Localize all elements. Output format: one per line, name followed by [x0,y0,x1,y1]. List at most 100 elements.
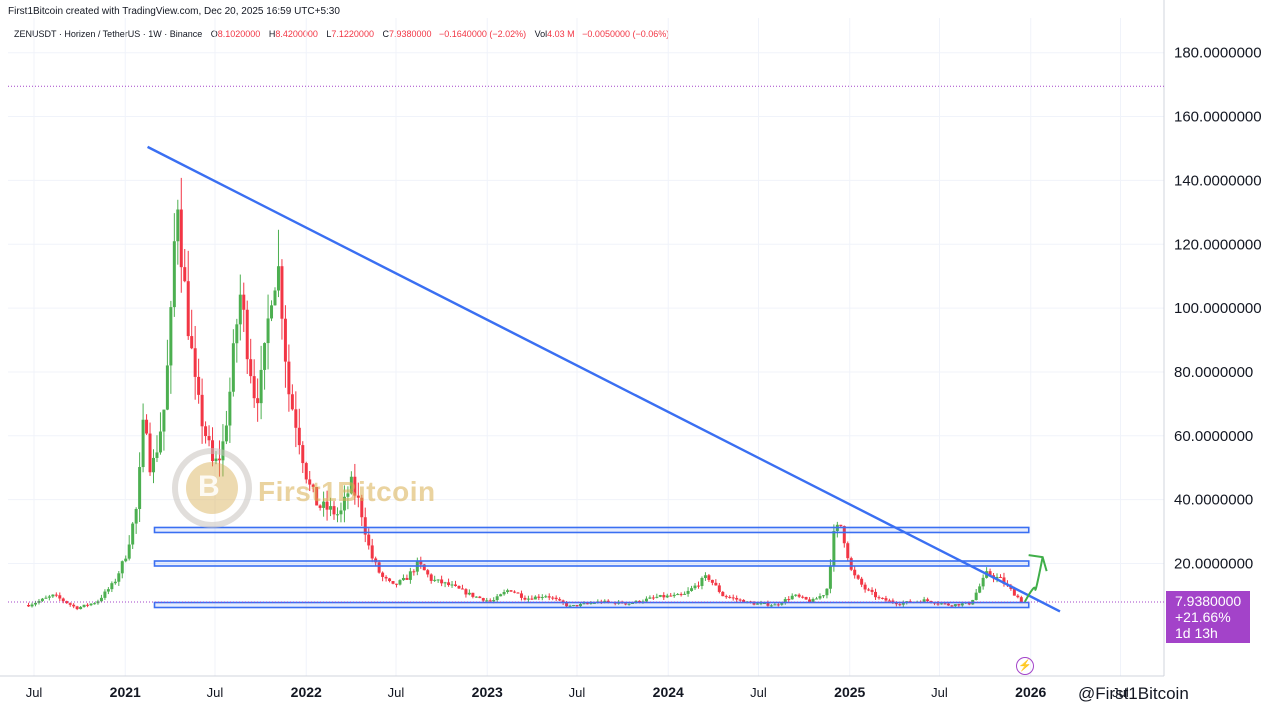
candle-body [804,597,808,600]
candle-body [412,571,416,573]
candle-body [68,603,72,605]
projection-arrow [1023,556,1044,603]
candle-body [370,545,374,559]
candle-body [974,592,978,600]
candle-body [794,594,798,596]
candle-body [808,599,812,603]
candle-body [981,577,985,587]
candle-body [818,596,822,599]
candle-body [131,523,135,545]
candle-body [939,603,943,605]
candle-body [780,603,784,605]
candle-body [242,294,246,310]
watermark-logo: B [186,462,238,514]
x-axis-label: 2022 [291,684,322,700]
resistance-zone-2 [153,560,1030,567]
x-axis-label: Jul [750,685,767,700]
candle-body [249,359,253,377]
candle-body [568,605,572,607]
candle-body [721,591,725,597]
legend-row: ZENUSDT · Horizen / TetherUS · 1W · Bina… [14,29,669,39]
candle-body [103,591,107,598]
candle-body [197,376,201,395]
candle-body [117,573,121,582]
candle-body [325,501,329,510]
candle-body [998,576,1002,578]
candle-body [224,425,228,442]
candle-body [821,595,825,597]
candle-body [86,604,90,606]
candle-body [717,585,721,592]
candle-body [988,571,992,576]
candle-body [592,602,596,604]
candle-body [422,564,426,571]
candle-body [329,506,333,510]
candle-body [474,596,478,598]
candle-body [235,324,239,344]
candle-body [290,394,294,410]
y-axis-label: 120.0000000 [1174,236,1262,253]
candle-body [558,599,562,601]
candle-body [287,361,291,395]
open-value: 8.1020000 [217,29,261,39]
candle-body [79,606,83,610]
y-axis-label: 80.0000000 [1174,364,1253,381]
resistance-zone-1 [153,526,1030,534]
candle-body [96,601,100,604]
candle-body [509,590,513,592]
candle-body [700,577,704,586]
y-axis-label: 140.0000000 [1174,172,1262,189]
candle-body [460,588,464,590]
candle-body [82,604,86,607]
symbol-label[interactable]: ZENUSDT · Horizen / TetherUS · 1W · Bina… [14,29,203,39]
x-axis-label: Jul [207,685,224,700]
candle-body [318,505,322,508]
candle-body [436,579,440,581]
candle-body [589,603,593,605]
candle-body [457,585,461,589]
candle-body [471,592,475,597]
change-value: −0.1640000 (−2.02%) [439,29,527,39]
candle-body [863,584,867,590]
lightning-icon[interactable]: ⚡ [1016,657,1034,675]
candle-body [381,572,385,577]
candle-body [99,597,103,602]
candle-body [405,577,409,580]
candle-body [72,604,76,607]
candle-body [735,597,739,600]
candle-body [332,506,336,515]
low-label: L [326,29,332,39]
candle-body [790,595,794,600]
candle-body [752,602,756,605]
x-axis-label: 2024 [653,684,684,700]
candle-body [513,591,517,593]
candle-body [294,409,298,428]
last-price: 7.9380000 [1175,593,1242,609]
high-label: H [268,29,276,39]
candle-body [946,603,950,606]
candle-body [356,495,360,498]
candle-body [648,597,652,599]
candle-body [922,599,926,603]
candle-body [551,597,555,599]
candle-body [158,431,162,453]
candle-body [884,598,888,601]
candle-body [801,596,805,598]
candle-body [391,581,395,584]
candle-body [308,479,312,485]
candle-body [231,343,235,392]
candle-body [467,592,471,595]
y-axis-label: 60.0000000 [1174,428,1253,445]
candle-body [707,575,711,580]
candle-body [388,578,392,582]
candle-body [311,484,315,488]
candle-body [106,589,110,592]
y-axis-label: 100.0000000 [1174,300,1262,317]
candle-body [631,603,635,605]
candle-body [894,602,898,605]
candle-body [259,369,263,404]
low-value: 7.1220000 [331,29,374,39]
candle-body [898,604,902,606]
candle-body [342,496,346,511]
